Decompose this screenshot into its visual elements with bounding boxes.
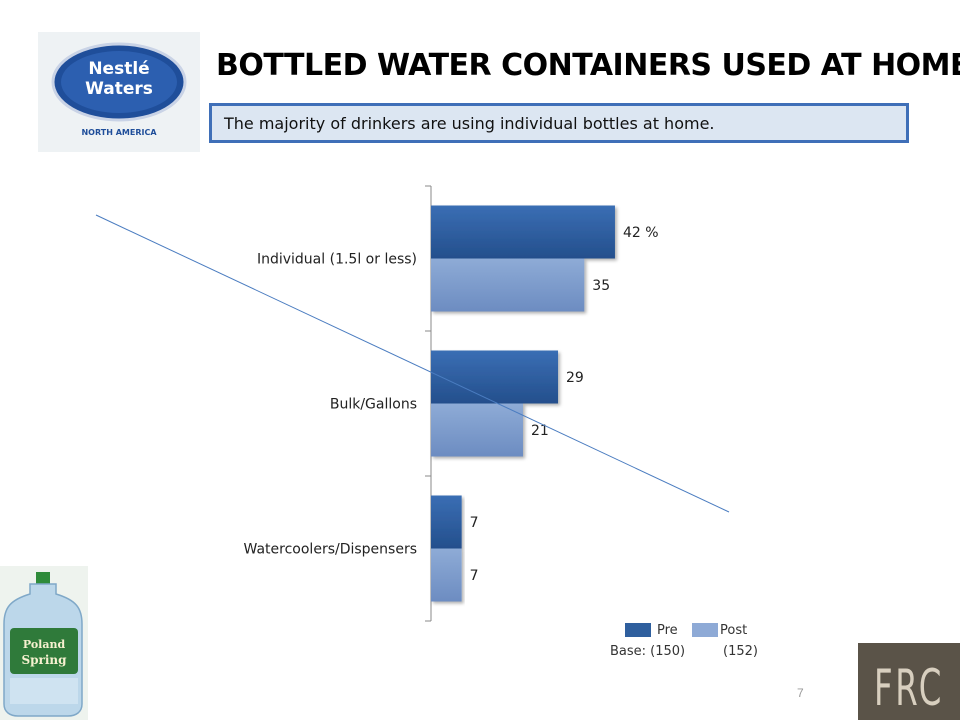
subtitle-box: The majority of drinkers are using indiv…: [209, 103, 909, 143]
jug-label-line1: Poland: [23, 638, 66, 651]
page-title: BOTTLED WATER CONTAINERS USED AT HOME: [216, 48, 960, 83]
data-label-pre: 29: [566, 370, 584, 386]
bar-pre: [431, 350, 559, 404]
jug-label-line2: Spring: [21, 653, 67, 667]
legend-base-post: (152): [723, 644, 758, 659]
bar-post: [431, 403, 523, 457]
legend-label-post: Post: [720, 623, 748, 638]
frc-logo-graphic: FRC: [874, 659, 944, 717]
subtitle-text: The majority of drinkers are using indiv…: [224, 114, 715, 133]
category-label: Watercoolers/Dispensers: [244, 542, 417, 558]
data-label-post: 7: [470, 568, 479, 584]
bar-pre: [431, 205, 615, 259]
nestle-waters-logo-graphic: Nestlé Waters NORTH AMERICA: [51, 42, 187, 137]
data-label-post: 21: [531, 423, 549, 439]
bar-post: [431, 258, 585, 312]
data-label-pre: 42 %: [623, 225, 659, 241]
category-label: Individual (1.5l or less): [257, 252, 417, 268]
data-label-pre: 7: [470, 515, 479, 531]
bar-post: [431, 548, 462, 602]
nestle-waters-logo: Nestlé Waters NORTH AMERICA: [38, 32, 200, 152]
water-jug-graphic: Poland Spring: [3, 572, 83, 717]
logo-region: NORTH AMERICA: [81, 128, 157, 137]
legend-swatch-pre: [625, 623, 651, 637]
page-number: 7: [797, 686, 804, 700]
bar-pre: [431, 495, 462, 549]
logo-brand-line2: Waters: [85, 79, 153, 99]
chart-legend: Pre Post Base: (150) (152): [608, 620, 778, 664]
logo-brand-line1: Nestlé: [88, 59, 149, 79]
water-jug-image: Poland Spring: [0, 566, 88, 720]
diagonal-line: [95, 214, 730, 513]
category-label: Bulk/Gallons: [330, 397, 417, 413]
frc-logo: FRC: [858, 643, 960, 720]
frc-logo-text: FRC: [874, 659, 944, 717]
data-label-post: 35: [592, 278, 610, 294]
legend-base-pre: Base: (150): [610, 644, 686, 659]
legend-swatch-post: [692, 623, 718, 637]
legend-label-pre: Pre: [657, 623, 678, 638]
